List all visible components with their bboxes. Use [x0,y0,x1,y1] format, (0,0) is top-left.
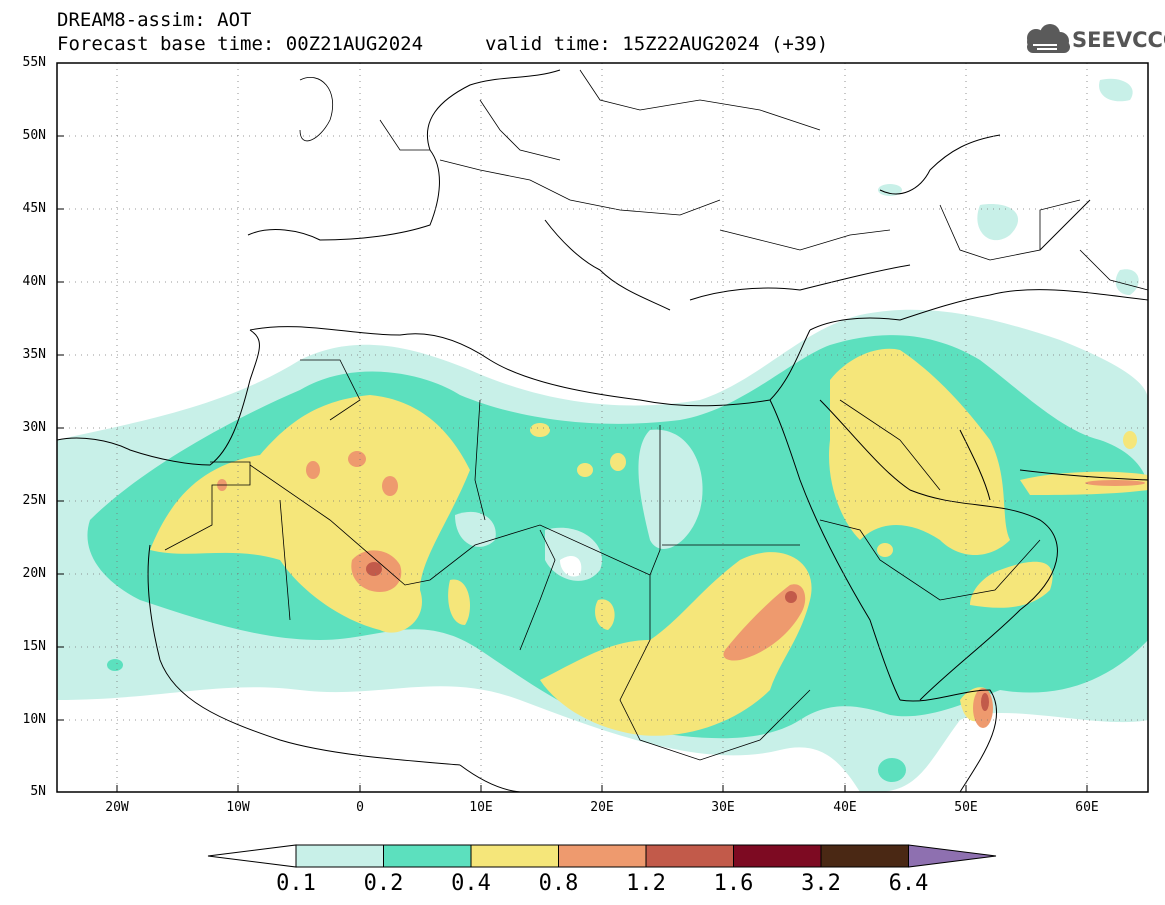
lat-label: 50N [22,128,46,143]
seevccc-logo: SEEVCCC [1072,28,1165,52]
colorbar-lower-arrow [207,844,297,868]
lat-label: 40N [22,274,46,289]
lon-label: 30E [711,800,735,815]
colorbar [207,844,997,868]
colorbar-label: 0.2 [363,871,404,896]
lon-label: 60E [1075,800,1099,815]
colorbar-swatch [383,844,472,868]
lat-label: 15N [22,639,46,654]
lon-label: 20E [590,800,614,815]
colorbar-label: 0.4 [451,871,491,896]
coastlines [57,69,1148,792]
lat-label: 30N [22,420,46,435]
cloud-icon [1027,24,1070,53]
country-borders [164,69,1148,761]
colorbar-swatch [820,844,909,868]
lat-label: 5N [30,784,46,799]
map-frame [56,62,1149,793]
colorbar-label: 3.2 [801,871,841,896]
axis-ticks [57,135,1088,792]
aot-level-1.2 [366,562,989,711]
lat-label: 35N [22,347,46,362]
lat-label: 55N [22,55,46,70]
forecast-base-time: Forecast base time: 00Z21AUG2024 [57,33,424,55]
lon-label: 0 [356,800,364,815]
colorbar-label: 0.8 [538,871,579,896]
lat-label: 10N [22,712,46,727]
colorbar-label: 1.6 [713,871,754,896]
lat-label: 20N [22,566,46,581]
lat-label: 45N [22,201,46,216]
lon-label: 20W [105,800,129,815]
aot-level-0.1-patches [455,429,703,581]
lon-label: 40E [833,800,857,815]
colorbar-swatch [295,844,384,868]
map-title: DREAM8-assim: AOT [57,9,252,31]
colorbar-swatch [733,844,822,868]
valid-time: valid time: 15Z22AUG2024 (+39) [485,33,829,55]
lat-label: 25N [22,493,46,508]
colorbar-swatch [645,844,734,868]
lon-label: 10W [226,800,250,815]
colorbar-label: 6.4 [888,871,929,896]
colorbar-swatch [558,844,647,868]
colorbar-swatch [470,844,559,868]
lon-label: 10E [469,800,493,815]
colorbar-label: 0.1 [276,871,316,896]
colorbar-upper-arrow [908,844,997,868]
colorbar-label: 1.2 [626,871,666,896]
lon-label: 50E [954,800,978,815]
aot-fields [57,78,1148,792]
aot-white-patch [560,555,582,577]
